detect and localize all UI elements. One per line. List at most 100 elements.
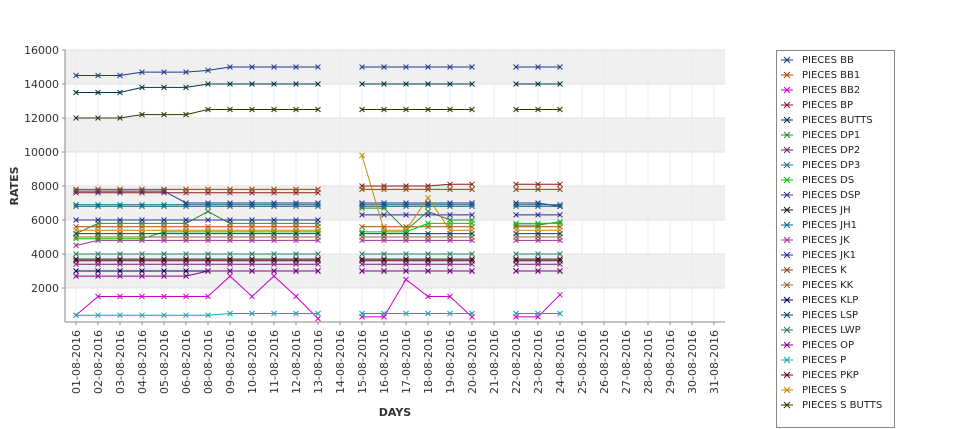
data-point-pieces-dsp bbox=[73, 188, 79, 194]
data-point-pieces-pkp bbox=[205, 257, 211, 264]
data-point-pieces-jh bbox=[535, 256, 541, 262]
data-point-pieces-klp bbox=[183, 268, 189, 274]
data-point-pieces-jk1 bbox=[403, 212, 409, 218]
data-point-pieces-s-butts bbox=[139, 111, 145, 118]
series-lines bbox=[75, 66, 561, 319]
data-point-pieces-s bbox=[447, 227, 453, 234]
data-point-pieces-p bbox=[469, 310, 475, 317]
data-point-pieces-jk bbox=[73, 242, 79, 249]
legend-marker-icon bbox=[781, 221, 793, 229]
data-point-pieces-s bbox=[117, 227, 123, 234]
data-point-pieces-bb2 bbox=[139, 293, 145, 300]
series-line-pieces-s bbox=[361, 155, 472, 231]
x-tick-label: 29-08-2016 bbox=[664, 330, 677, 394]
data-point-pieces-jh1 bbox=[183, 201, 189, 208]
data-point-pieces-k bbox=[139, 186, 145, 193]
data-point-pieces-ds bbox=[73, 235, 79, 242]
data-point-pieces-bb2 bbox=[249, 293, 255, 300]
data-point-pieces-pkp bbox=[139, 257, 145, 264]
data-point-pieces-s bbox=[469, 227, 475, 234]
data-point-pieces-lwp bbox=[249, 251, 255, 257]
data-point-pieces-bp bbox=[469, 181, 475, 188]
data-point-pieces-jk1 bbox=[447, 212, 453, 218]
y-tick-label: 12000 bbox=[24, 112, 59, 125]
data-point-pieces-jh bbox=[425, 256, 431, 262]
chart-legend: PIECES BB PIECES BB1 PIECES BB2 PIECES BP PI… bbox=[776, 50, 895, 428]
legend-marker-icon bbox=[781, 56, 793, 64]
data-point-pieces-jh1 bbox=[425, 201, 431, 208]
data-point-pieces-lwp bbox=[271, 251, 277, 257]
data-point-pieces-lwp bbox=[425, 251, 431, 257]
data-point-pieces-jh bbox=[183, 256, 189, 262]
data-point-pieces-dsp bbox=[535, 200, 541, 206]
y-tick-label: 4000 bbox=[31, 248, 59, 261]
y-tick-label: 16000 bbox=[24, 44, 59, 57]
data-point-pieces-bb2 bbox=[447, 293, 453, 300]
data-point-pieces-pkp bbox=[535, 257, 541, 264]
data-point-pieces-lwp bbox=[183, 251, 189, 257]
series-line-pieces-jk bbox=[75, 239, 318, 246]
data-point-pieces-jh1 bbox=[535, 201, 541, 208]
data-point-pieces-p bbox=[293, 310, 299, 317]
data-point-pieces-bp bbox=[535, 181, 541, 188]
legend-label: PIECES BB1 bbox=[802, 70, 861, 81]
data-point-pieces-k bbox=[227, 186, 233, 193]
data-point-pieces-lwp bbox=[293, 251, 299, 257]
data-point-pieces-s-butts bbox=[249, 106, 255, 113]
data-point-pieces-p bbox=[139, 312, 145, 319]
data-point-pieces-butts bbox=[227, 81, 233, 87]
data-point-pieces-jk1 bbox=[227, 217, 233, 223]
x-tick-label: 10-08-2016 bbox=[246, 330, 259, 394]
series-line-pieces-s-butts bbox=[76, 109, 318, 119]
data-point-pieces-bp bbox=[513, 181, 519, 188]
data-point-pieces-ds bbox=[227, 229, 233, 235]
data-point-pieces-butts bbox=[315, 81, 321, 87]
y-tick-labels: 2000 4000 6000 8000 10000 12000 14000 16000 bbox=[24, 44, 65, 295]
data-point-pieces-bb bbox=[249, 64, 255, 70]
data-point-pieces-dp3 bbox=[117, 203, 123, 210]
y-axis-title: RATES bbox=[8, 166, 21, 205]
data-point-pieces-s bbox=[249, 227, 255, 234]
data-point-pieces-jh1 bbox=[359, 201, 365, 208]
data-point-pieces-s-butts bbox=[535, 106, 541, 113]
data-point-pieces-bb bbox=[73, 72, 79, 79]
data-point-pieces-op bbox=[161, 273, 167, 279]
data-point-pieces-k bbox=[447, 186, 453, 193]
data-point-pieces-lwp bbox=[359, 251, 365, 257]
data-point-pieces-pkp bbox=[469, 257, 475, 264]
data-point-pieces-klp bbox=[139, 268, 145, 274]
data-point-pieces-pkp bbox=[513, 257, 519, 264]
data-point-pieces-op bbox=[227, 268, 233, 274]
data-point-pieces-s bbox=[293, 227, 299, 234]
data-point-pieces-pkp bbox=[403, 257, 409, 264]
legend-label: PIECES LSP bbox=[802, 310, 859, 321]
data-point-pieces-butts bbox=[381, 81, 387, 87]
data-point-pieces-jk1 bbox=[117, 217, 123, 223]
data-point-pieces-k bbox=[73, 186, 79, 193]
series-line-pieces-op bbox=[76, 270, 318, 277]
legend-marker-icon bbox=[781, 386, 793, 394]
data-point-pieces-butts bbox=[513, 81, 519, 87]
data-point-pieces-dsp bbox=[557, 203, 563, 210]
x-tick-label: 20-08-2016 bbox=[466, 330, 479, 394]
legend-marker-icon bbox=[781, 281, 793, 289]
x-tick-label: 24-08-2016 bbox=[554, 330, 567, 394]
data-point-pieces-p bbox=[117, 312, 123, 319]
data-point-pieces-p bbox=[95, 312, 101, 319]
series-line-pieces-ds bbox=[362, 222, 472, 233]
data-point-pieces-op bbox=[139, 273, 145, 279]
data-point-pieces-klp bbox=[95, 268, 101, 274]
data-point-pieces-dp1 bbox=[513, 222, 519, 228]
data-point-pieces-k bbox=[293, 186, 299, 193]
x-tick-label: 25-08-2016 bbox=[576, 330, 589, 394]
legend-label: PIECES BB bbox=[802, 55, 854, 66]
data-point-pieces-butts bbox=[447, 81, 453, 87]
data-point-pieces-ds bbox=[535, 220, 541, 227]
data-point-pieces-dsp bbox=[381, 200, 387, 206]
data-point-pieces-butts bbox=[95, 89, 101, 96]
legend-label: PIECES KLP bbox=[802, 295, 859, 306]
data-point-pieces-bb bbox=[205, 67, 211, 74]
data-point-pieces-bb1 bbox=[359, 223, 365, 230]
data-point-pieces-s bbox=[557, 227, 563, 234]
data-point-pieces-pkp bbox=[117, 257, 123, 264]
